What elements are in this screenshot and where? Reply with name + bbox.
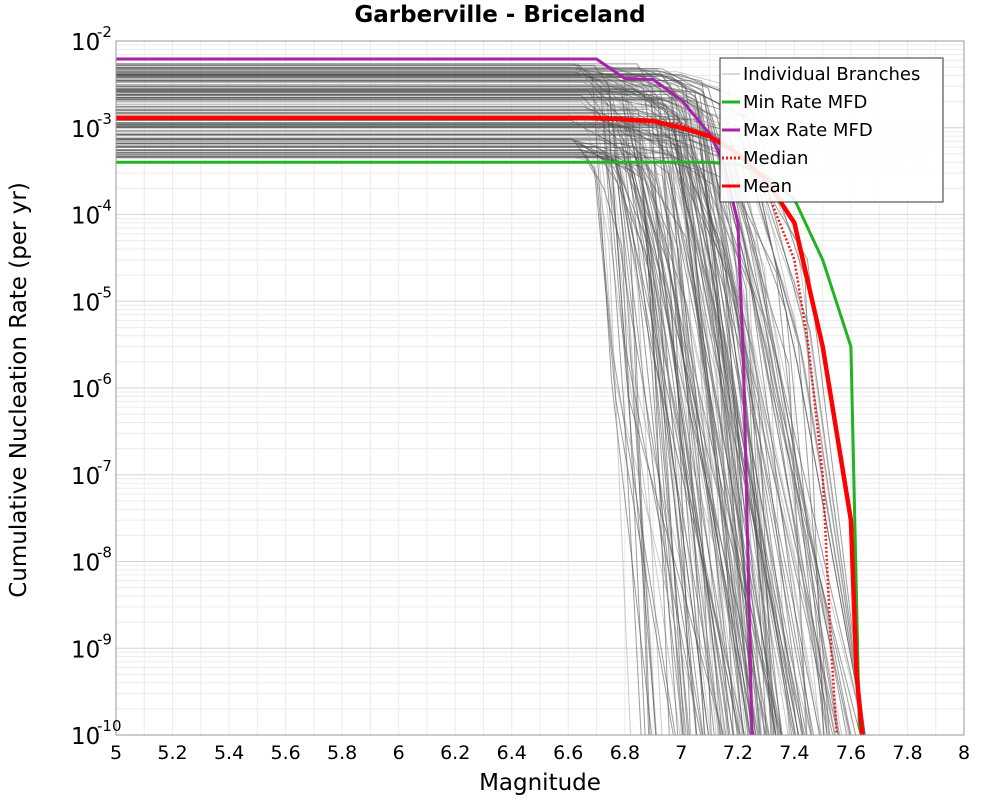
y-tick-exponent: -7	[97, 457, 112, 475]
branch-line	[116, 94, 777, 736]
series-line-max-rate-mfd	[116, 57, 754, 736]
branch-line	[116, 64, 657, 736]
branch-line	[116, 92, 715, 736]
y-tick-label: 10	[71, 117, 100, 143]
branch-line	[116, 136, 803, 736]
y-tick-exponent: -2	[97, 23, 112, 41]
x-tick-label: 6.8	[610, 742, 640, 764]
x-tick-label: 7.6	[836, 742, 866, 764]
branch-line	[116, 92, 831, 736]
branch-line	[116, 88, 799, 736]
branch-line	[116, 156, 727, 736]
y-tick-label: 10	[71, 377, 100, 403]
legend-label: Individual Branches	[743, 64, 920, 85]
y-axis-label: Cumulative Nucleation Rate (per yr)	[6, 182, 32, 598]
branch-line	[116, 106, 706, 736]
branch-line	[116, 81, 759, 736]
branch-line	[116, 83, 753, 736]
branch-line	[116, 74, 704, 736]
y-tick-exponent: -9	[97, 630, 112, 648]
x-axis-label: Magnitude	[479, 770, 601, 796]
y-tick-label: 10	[71, 204, 100, 230]
x-tick-label: 7.8	[892, 742, 922, 764]
branch-line	[116, 113, 631, 736]
branch-line	[116, 129, 752, 736]
x-tick-label: 5	[110, 742, 122, 764]
y-tick-label: 10	[71, 30, 100, 56]
branch-line	[116, 91, 777, 736]
y-tick-exponent: -6	[97, 370, 112, 388]
x-tick-label: 6.4	[497, 742, 527, 764]
branch-line	[116, 143, 796, 736]
y-tick-exponent: -8	[97, 544, 112, 562]
x-tick-label: 6.2	[440, 742, 470, 764]
y-tick-exponent: -3	[97, 110, 112, 128]
y-tick-exponent: -4	[97, 197, 112, 215]
branch-line	[116, 138, 674, 736]
legend: Individual Branches Min Rate MFD Max Rate …	[719, 57, 944, 203]
x-tick-label: 6	[393, 742, 405, 764]
branch-line	[116, 112, 650, 736]
x-tick-label: 7.2	[723, 742, 753, 764]
branch-line	[116, 154, 767, 736]
y-tick-label: 10	[71, 637, 100, 663]
plot-frame	[115, 40, 965, 736]
x-tick-label: 5.6	[270, 742, 300, 764]
branch-line	[116, 78, 682, 736]
x-tick-label: 8	[958, 742, 970, 764]
x-tick-label: 5.2	[157, 742, 187, 764]
branch-line	[116, 77, 709, 736]
branch-line	[116, 109, 776, 736]
y-tick-label: 10	[71, 464, 100, 490]
x-tick-label: 7	[675, 742, 687, 764]
branch-line	[116, 142, 738, 736]
series-line-median	[116, 116, 839, 736]
x-tick-label: 5.8	[327, 742, 357, 764]
y-tick-label: 10	[71, 290, 100, 316]
branch-line	[116, 86, 834, 736]
branch-line	[116, 155, 769, 736]
chart-title: Garberville - Briceland	[354, 2, 645, 28]
legend-box	[719, 57, 944, 203]
x-tick-labels: 5 5.2 5.4 5.6 5.8 6 6.2 6.4 6.6 6.8 7 7.2 7.4 7.6 7.8 8	[110, 742, 970, 764]
x-tick-label: 7.4	[779, 742, 809, 764]
legend-label: Min Rate MFD	[743, 92, 867, 113]
legend-label: Mean	[743, 176, 792, 197]
branch-line	[116, 96, 754, 736]
branch-line	[116, 156, 767, 736]
branch-line	[116, 74, 756, 736]
branch-line	[116, 110, 839, 736]
branch-line	[116, 112, 780, 736]
x-tick-label: 6.6	[553, 742, 583, 764]
y-tick-exponent: -10	[97, 717, 122, 735]
branch-line	[116, 152, 722, 736]
branch-line	[116, 144, 670, 736]
legend-label: Max Rate MFD	[743, 120, 873, 141]
y-tick-label: 10	[71, 551, 100, 577]
x-tick-label: 5.4	[214, 742, 244, 764]
y-tick-label: 10	[71, 724, 100, 750]
branch-line	[116, 68, 813, 736]
branch-line	[116, 101, 800, 736]
y-tick-exponent: -5	[97, 283, 112, 301]
legend-label: Median	[743, 148, 808, 169]
